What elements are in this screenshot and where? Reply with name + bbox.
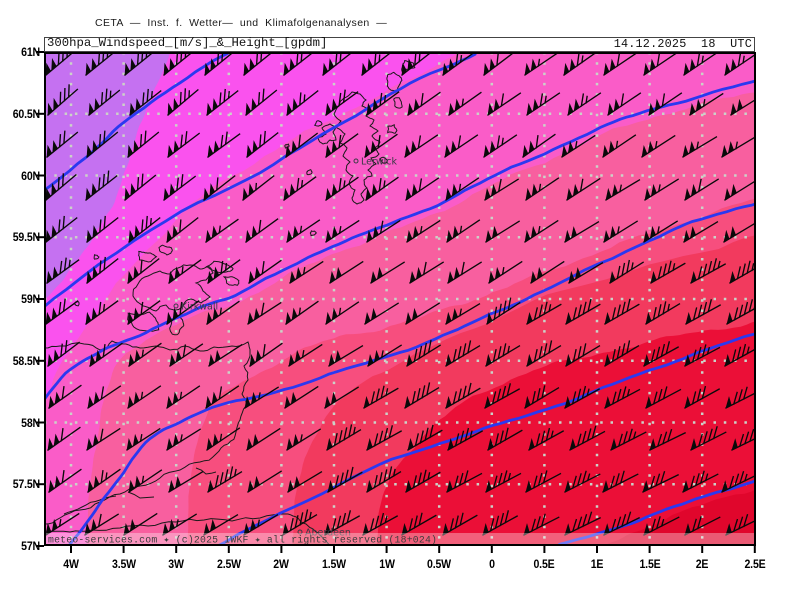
y-axis-label: 57.5N — [12, 477, 40, 492]
x-axis-label: 1.5E — [639, 557, 661, 571]
y-axis-label: 57N — [21, 539, 40, 553]
title-bar — [44, 37, 755, 52]
map-border — [44, 52, 756, 546]
x-axis-label: 0.5W — [427, 557, 452, 571]
svg-text:Kirkwall: Kirkwall — [181, 302, 218, 313]
y-axis-label: 61N — [21, 45, 40, 59]
svg-text:Lerwick: Lerwick — [361, 157, 398, 168]
y-axis-label: 60.5N — [12, 106, 40, 121]
x-axis-label: 3W — [168, 557, 184, 571]
svg-text:Aberdeen: Aberdeen — [305, 528, 351, 539]
watermark-strip — [46, 533, 754, 546]
x-axis-label: 2W — [273, 557, 290, 571]
x-axis-label: 2.5W — [216, 557, 241, 571]
x-axis-label: 1W — [378, 557, 395, 571]
wind-barbs — [45, 52, 756, 536]
x-axis-label: 1.5W — [322, 557, 346, 571]
watermark-text: meteo-services.com ✦ (c)2025 IWKF ✦ all … — [48, 535, 437, 546]
x-axis-label: 2.5E — [744, 557, 766, 571]
x-axis-label: 2E — [695, 557, 709, 571]
x-axis-label: 1E — [590, 557, 604, 571]
x-axis-label: 3.5W — [111, 557, 136, 571]
windspeed-band — [44, 52, 456, 406]
y-axis-label: 58.5N — [12, 353, 40, 368]
y-axis-label: 59.5N — [12, 230, 40, 245]
height-contours — [44, 52, 756, 546]
map-datetime: 14.12.2025 18 UTC — [613, 36, 752, 51]
map-title: 300hpa_Windspeed_[m/s]_&_Height_[gpdm] — [47, 35, 328, 50]
institute-header: CETA — Inst. f. Wetter— und Klimafolgena… — [95, 17, 388, 29]
y-axis-label: 59N — [21, 292, 40, 306]
x-axis-label: 0.5E — [533, 557, 555, 571]
y-axis-label: 60N — [21, 168, 40, 183]
x-axis-label: 4W — [63, 557, 79, 571]
axis-ticks — [36, 51, 756, 553]
y-axis-label: 58N — [21, 415, 40, 430]
city-labels: Lerwick Kirkwall Aberdeen — [173, 157, 398, 539]
x-axis-label: 0 — [488, 557, 495, 571]
